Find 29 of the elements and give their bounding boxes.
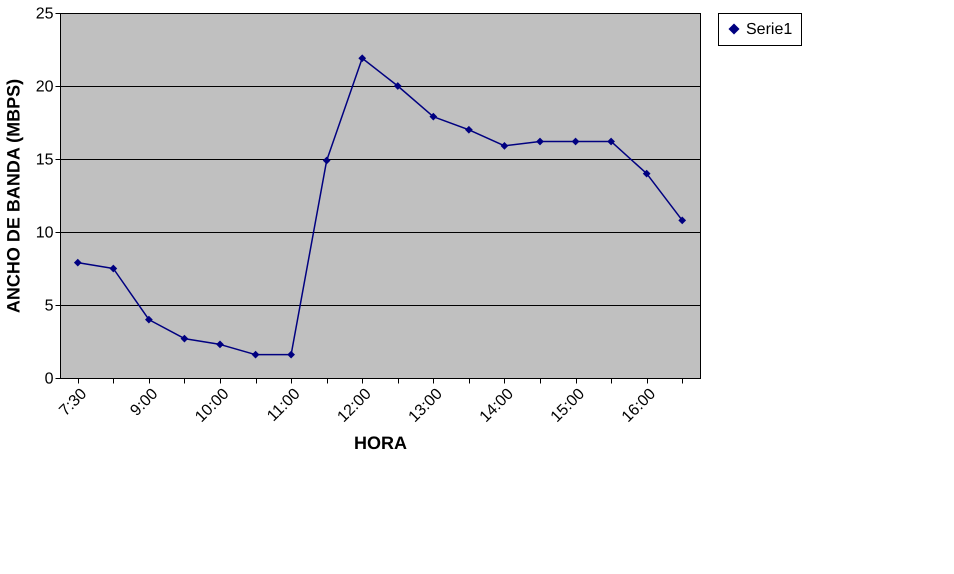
point <box>642 170 651 178</box>
point <box>678 216 686 224</box>
point <box>180 334 188 342</box>
x-axis-title: HORA <box>354 433 407 454</box>
point <box>109 264 118 272</box>
point <box>572 138 580 146</box>
point <box>429 112 438 121</box>
legend-label: Serie1 <box>746 21 792 38</box>
point <box>394 82 402 90</box>
point <box>465 126 473 134</box>
point <box>536 138 544 146</box>
point <box>216 340 224 348</box>
y-tick-label: 5 <box>44 298 54 314</box>
point <box>500 142 508 150</box>
x-tick-label: 9:00 <box>127 385 162 420</box>
y-tick-label: 20 <box>36 78 54 96</box>
x-tick-label: 7:30 <box>56 385 90 420</box>
y-tick-label: 0 <box>44 370 54 388</box>
point <box>287 350 295 359</box>
point <box>358 54 366 62</box>
point <box>607 138 615 146</box>
y-axis-title: ANCHO DE BANDA (MBPS) <box>4 78 24 314</box>
y-tick-label: 10 <box>36 224 54 242</box>
y-tick-label: 25 <box>36 6 54 22</box>
y-tick-label: 15 <box>36 152 54 168</box>
point <box>74 258 82 267</box>
point <box>252 350 260 359</box>
point <box>145 316 153 324</box>
point <box>322 156 331 164</box>
